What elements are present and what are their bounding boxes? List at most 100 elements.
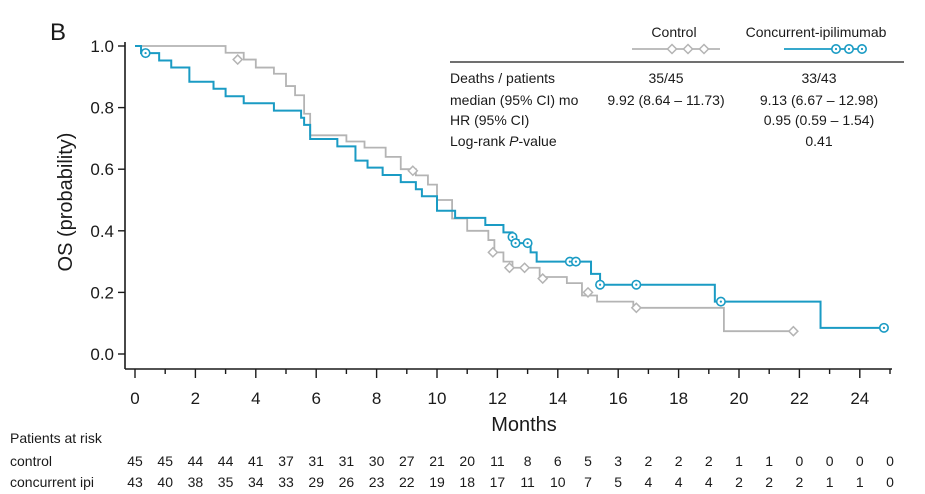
censor-mark: [537, 272, 549, 285]
y-tick-label: 1.0: [90, 37, 114, 56]
risk-count: 1: [856, 474, 864, 490]
y-axis-title: OS (probability): [55, 133, 77, 272]
risk-count: 43: [127, 474, 143, 490]
risk-count: 21: [429, 453, 445, 469]
x-tick-label: 22: [790, 389, 809, 408]
y-tick-label: 0.8: [90, 99, 114, 118]
survival-step-line: [135, 45, 884, 329]
legend-label: Control: [651, 24, 696, 40]
risk-count: 27: [399, 453, 415, 469]
censor-dot: [511, 235, 514, 239]
censor-dot: [882, 326, 886, 329]
risk-count: 22: [399, 474, 415, 490]
censor-dot: [598, 283, 602, 286]
censor-dot: [144, 51, 147, 55]
risk-count: 35: [218, 474, 234, 490]
legend-entry-control: Control: [632, 24, 720, 55]
panel-label: B: [50, 19, 66, 46]
stats-cell: 0.95 (0.59 – 1.54): [764, 112, 875, 128]
censor-mark: [487, 246, 499, 258]
stats-row-label: median (95% CI) mo: [450, 92, 579, 108]
censor-mark: [582, 286, 594, 298]
risk-count: 18: [459, 474, 475, 490]
risk-count: 29: [308, 474, 324, 490]
risk-count: 1: [765, 453, 773, 469]
legend-marker: [682, 43, 694, 55]
stats-cell: 0.41: [805, 133, 832, 149]
stats-table: Deaths / patients 35/45 33/43 median (95% C…: [450, 61, 904, 149]
censor-dot: [834, 47, 838, 51]
y-tick-label: 0.2: [90, 283, 114, 302]
risk-count: 26: [339, 474, 355, 490]
censor-mark: [140, 48, 151, 59]
stats-label-part: -value: [519, 133, 557, 149]
x-tick-label: 24: [850, 389, 869, 408]
legend-entry-concurrent-ipilimumab: Concurrent-ipilimumab: [746, 24, 887, 54]
x-tick-label: 10: [428, 389, 447, 408]
stats-cell: 9.92 (8.64 – 11.73): [607, 92, 724, 108]
x-tick-label: 20: [730, 389, 749, 408]
stats-row: Log-rank P-value 0.41: [450, 133, 833, 149]
x-tick-label: 2: [191, 389, 200, 408]
stats-cell: 35/45: [648, 70, 683, 86]
x-axis-title: Months: [491, 414, 557, 436]
censor-dot: [847, 47, 851, 51]
x-tick-label: 8: [372, 389, 381, 408]
censor-dot: [514, 242, 517, 245]
censor-mark: [878, 322, 889, 333]
risk-count: 40: [157, 474, 173, 490]
risk-count: 45: [127, 453, 143, 469]
y-tick-label: 0.0: [90, 345, 114, 364]
censor-dot: [526, 242, 529, 245]
risk-count: 30: [369, 453, 385, 469]
series-concurrent-ipilimumab: [135, 45, 889, 333]
x-tick-label: 4: [251, 389, 260, 408]
risk-count: 44: [188, 453, 204, 469]
legend-marker: [666, 43, 678, 55]
risk-count: 8: [524, 453, 532, 469]
risk-count: 1: [735, 453, 743, 469]
x-tick-label: 16: [609, 389, 628, 408]
y-tick-label: 0.4: [90, 222, 114, 241]
censor-mark: [407, 165, 419, 177]
risk-count: 11: [520, 474, 535, 490]
risk-count: 3: [614, 453, 622, 469]
risk-row-control: control 45 45 44 44 41 37 31 31 30 27 21 20 11 8 6 5 3 2 2 2…: [10, 453, 894, 469]
risk-count: 45: [157, 453, 173, 469]
x-tick-label: 14: [548, 389, 567, 408]
censor-dot: [719, 300, 722, 303]
stats-row: median (95% CI) mo 9.92 (8.64 – 11.73) 9.1…: [450, 92, 878, 108]
stats-label-part: P: [509, 133, 519, 149]
risk-row-label: concurrent ipi: [10, 474, 94, 490]
survival-curves: [135, 45, 889, 337]
legend-marker: [830, 43, 841, 54]
risk-count: 0: [886, 474, 894, 490]
censor-mark: [715, 296, 726, 307]
risk-count: 0: [796, 453, 804, 469]
risk-count: 6: [554, 453, 562, 469]
risk-count: 19: [429, 474, 445, 490]
risk-table-title: Patients at risk: [10, 430, 103, 446]
censor-mark: [595, 279, 606, 290]
series-control: [135, 45, 799, 337]
stats-row-label: HR (95% CI): [450, 112, 529, 128]
censor-mark: [631, 279, 642, 290]
risk-count: 0: [826, 453, 834, 469]
risk-count: 4: [675, 474, 683, 490]
risk-count: 2: [765, 474, 773, 490]
risk-count: 2: [735, 474, 743, 490]
survival-step-line: [135, 45, 794, 333]
x-tick-label: 12: [488, 389, 507, 408]
risk-count: 20: [459, 453, 475, 469]
censor-mark: [503, 262, 516, 274]
legend-marker: [698, 43, 710, 55]
censor-dot: [568, 260, 571, 263]
x-tick-label: 0: [130, 389, 139, 408]
axes: 0.00.20.40.60.81.00 2 4 6 8 10 12 14 16 18 20 22 24: [90, 37, 892, 408]
censor-dot: [574, 260, 578, 263]
risk-count: 17: [490, 474, 506, 490]
risk-count: 0: [886, 453, 894, 469]
legend: Control Concurrent-ipilimumab: [632, 24, 887, 55]
